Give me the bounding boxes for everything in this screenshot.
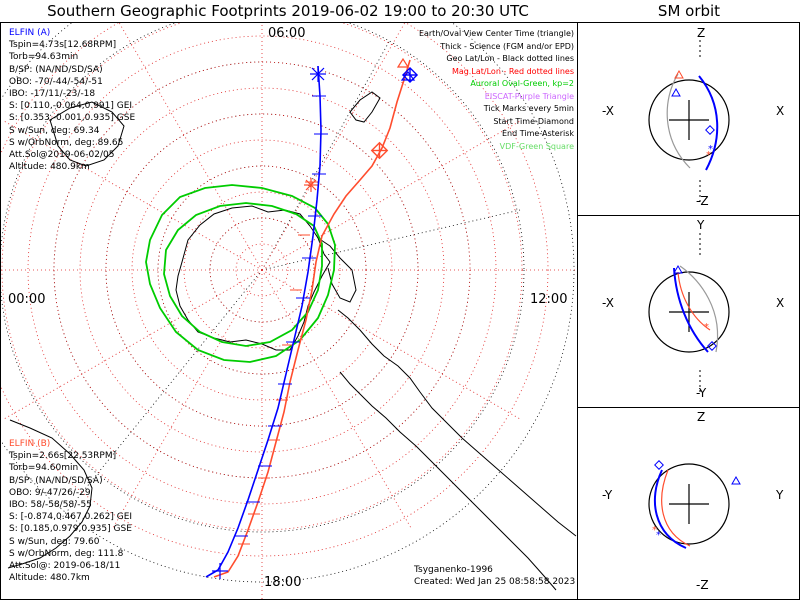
elfin-a-name: ELFIN (A) bbox=[9, 28, 51, 38]
elfin-b-info-line: Torb=94.60min bbox=[9, 463, 79, 474]
new-zealand bbox=[349, 91, 381, 123]
elfin-a-info-line: S w/Sun, deg: 69.34 bbox=[9, 125, 100, 136]
svg-text:*: * bbox=[706, 150, 711, 161]
sm-yz-left: -Y bbox=[602, 488, 613, 502]
sm-xz-right: X bbox=[776, 104, 785, 118]
elfin-a-info-line: S: [0.353,-0.001,0.935] GSE bbox=[9, 113, 136, 124]
auroral-oval bbox=[145, 184, 336, 363]
sm-xz-top: Z bbox=[697, 26, 706, 40]
elfin-b-info-line: OBO: 9/-47/26/-29 bbox=[9, 487, 91, 498]
elfin-a-info-line: Altitude: 480.9km bbox=[9, 162, 90, 173]
svg-text:*: * bbox=[708, 144, 713, 155]
elfin-a-info-line: Tspin=4.73s[12.68RPM] bbox=[9, 40, 117, 51]
legend-item: VDF-Green Square bbox=[499, 141, 574, 151]
elfin-a-info-line: S w/OrbNorm, deg: 89.65 bbox=[9, 137, 124, 148]
elfin-b-info-line: B/SP: (NA/ND/SD/SA) bbox=[9, 475, 103, 486]
africa-coast bbox=[49, 101, 125, 167]
svg-text:*: * bbox=[704, 322, 709, 333]
sm-xy-left: -X bbox=[602, 296, 614, 310]
elfin-b-info-line: S w/OrbNorm, deg: 111.8 bbox=[9, 548, 124, 559]
legend-item: Thick - Science (FGM and/or EPD) bbox=[440, 41, 574, 51]
auroral-oval-inner bbox=[163, 202, 323, 347]
south-america-west bbox=[339, 371, 557, 591]
south-america-coast bbox=[337, 309, 577, 537]
elfin-a-track bbox=[205, 65, 419, 579]
elfin-a-info-line: OBO: -70/-44/-54/-51 bbox=[9, 76, 103, 87]
hour-label-top: 06:00 bbox=[268, 26, 306, 41]
elfin-b-view-triangle bbox=[396, 57, 410, 68]
map-legend: Earth/Oval View Center Time (triangle) Th… bbox=[419, 28, 574, 153]
sm-yz-right: Y bbox=[776, 488, 784, 502]
legend-item: Start Time-Diamond bbox=[493, 116, 574, 126]
polar-map bbox=[1, 23, 577, 599]
elfin-b-ticks bbox=[238, 181, 317, 545]
auroral-oval-outer bbox=[145, 184, 336, 363]
model-label: Tsyganenko-1996 bbox=[414, 565, 493, 575]
sm-xy-top: Y bbox=[697, 218, 705, 232]
elfin-b-info-line: S: [0.185,0.979,0.935] GSE bbox=[9, 524, 132, 535]
sm-yz-bottom: -Z bbox=[696, 578, 709, 592]
sm-yz-top: Z bbox=[697, 410, 706, 424]
hour-label-right: 12:00 bbox=[530, 292, 568, 307]
elfin-b-info-line: Altitude: 480.7km bbox=[9, 573, 90, 584]
elfin-a-info-line: B/SP: (NA/ND/SD/SA) bbox=[9, 64, 103, 75]
legend-item: Tick Marks every 5min bbox=[483, 104, 574, 113]
legend-item: Auroral Oval-Green, kp=2 bbox=[470, 79, 574, 88]
elfin-b-start-diamond bbox=[370, 141, 389, 160]
sm-xy-bottom: -Y bbox=[696, 386, 707, 400]
elfin-b-footprint bbox=[213, 59, 411, 578]
elfin-a-view-triangle bbox=[400, 71, 416, 81]
legend-item: Mag Lat/Lon - Red dotted lines bbox=[451, 66, 574, 76]
svg-text:*: * bbox=[652, 525, 657, 536]
created-label: Created: Wed Jan 25 08:58:58 2023 bbox=[414, 577, 576, 587]
elfin-a-footprint bbox=[205, 65, 322, 578]
sm-plot-xy: * bbox=[648, 233, 730, 392]
antarctic-peninsula bbox=[317, 237, 357, 303]
elfin-b-info-line: S w/Sun, deg: 79.60 bbox=[9, 536, 100, 547]
elfin-b-info-line: Tspin=2.66s[22.53RPM] bbox=[9, 451, 117, 462]
elfin-b-info: ELFIN (B) Tspin=2.66s[22.53RPM] Torb=94.6… bbox=[9, 438, 132, 584]
elfin-b-lines: Tspin=2.66s[22.53RPM] Torb=94.60min B/SP: … bbox=[9, 450, 132, 584]
elfin-a-info-line: Att.Sol@2019-06-02/05 bbox=[9, 150, 115, 161]
legend-item: Earth/Oval View Center Time (triangle) bbox=[418, 29, 574, 38]
hour-label-left: 00:00 bbox=[8, 292, 46, 307]
svg-text:*: * bbox=[656, 530, 661, 541]
legend-item: End Time-Asterisk bbox=[501, 129, 574, 138]
elfin-a-info-line: IBO: -17/11/-23/-18 bbox=[9, 89, 96, 100]
elfin-a-info: ELFIN (A) Tspin=4.73s[12.68RPM] Torb=94.6… bbox=[9, 27, 135, 173]
sm-xy-right: X bbox=[776, 296, 785, 310]
elfin-b-info-line: IBO: 58/-58/58/-55 bbox=[9, 500, 92, 511]
australia-coast bbox=[7, 419, 93, 569]
elfin-b-info-line: S: [-0.874,0.467,0.262] GEI bbox=[9, 512, 133, 523]
elfin-a-end-asterisk bbox=[212, 66, 326, 579]
elfin-a-info-line: S: [0.110,-0.064,0.991] GEI bbox=[9, 101, 133, 112]
elfin-b-name: ELFIN (B) bbox=[9, 439, 51, 449]
sm-xz-bottom: -Z bbox=[696, 194, 709, 208]
elfin-b-end-asterisk bbox=[304, 178, 318, 192]
sm-orbit-plots: * * * * * bbox=[648, 40, 741, 549]
elfin-a-lines: Tspin=4.73s[12.68RPM] Torb=94.63min B/SP: … bbox=[9, 39, 135, 173]
elfin-b-track bbox=[213, 57, 411, 578]
legend-item: Geo Lat/Lon - Black dotted lines bbox=[446, 54, 574, 63]
mag-grid bbox=[1, 23, 577, 599]
elfin-a-ticks bbox=[234, 95, 328, 537]
elfin-b-info-line: Att.Sol@: 2019-06-18/11 bbox=[9, 561, 121, 572]
sm-plot-yz: * * bbox=[648, 460, 741, 549]
hour-label-bottom: 18:00 bbox=[264, 575, 302, 590]
sm-orbit-title: SM orbit bbox=[657, 2, 721, 20]
sm-xz-left: -X bbox=[602, 104, 614, 118]
map-title: Southern Geographic Footprints 2019-06-0… bbox=[47, 2, 529, 20]
sm-plot-xz: * * bbox=[648, 40, 730, 205]
legend-item: EISCAT-Purple Triangle bbox=[484, 91, 574, 101]
elfin-a-info-line: Torb=94.63min bbox=[9, 52, 79, 63]
coastlines bbox=[7, 91, 577, 591]
